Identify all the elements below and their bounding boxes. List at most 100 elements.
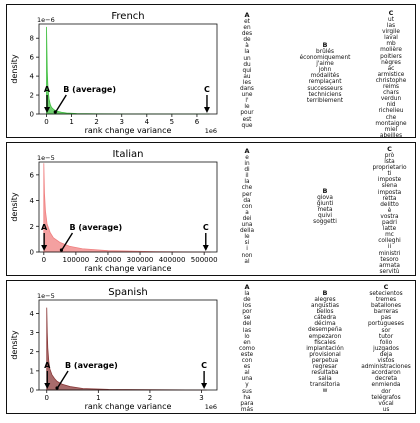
word-item: la — [244, 49, 250, 56]
x-axis-label: rank change variance — [85, 402, 172, 411]
word-item: vostra — [380, 213, 399, 220]
word-item: meta — [317, 207, 333, 214]
marker-b-label: B (average) — [69, 223, 122, 232]
word-item: quivi — [317, 213, 332, 220]
word-item: verdun — [380, 96, 402, 103]
y-tick-label: 1 — [30, 367, 34, 375]
panel-italian: Italian 1e−5 0 2 4 6 0 100000 200000 300000 400000… — [6, 142, 416, 276]
word-item: y — [245, 382, 249, 389]
word-item: como — [239, 345, 255, 352]
y-offset-label: 1e−5 — [37, 292, 55, 300]
word-item: chars — [383, 90, 399, 97]
word-item: per — [242, 191, 252, 198]
word-item: colleghi — [378, 238, 401, 245]
word-item: nègres — [381, 59, 401, 66]
word-item: delitto — [380, 201, 399, 208]
word-item: poitiers — [380, 53, 402, 60]
word-item: les — [242, 79, 252, 86]
word-item: j'aime — [316, 61, 334, 68]
word-item: las — [386, 23, 396, 30]
y-tick-label: 2 — [30, 348, 34, 356]
word-item: tutor — [378, 333, 394, 340]
x-tick-label: 3 — [199, 394, 203, 402]
word-item: ha — [243, 394, 251, 401]
chart-french: French 1e−6 0 2 4 6 8 0 1 2 3 4 5 6 1e6 rank change var… — [10, 11, 218, 135]
word-item: au — [243, 73, 251, 80]
plot-frame — [38, 23, 218, 115]
y-tick-label: 4 — [30, 310, 35, 318]
word-item: los — [242, 303, 252, 310]
word-item: juzgados — [373, 345, 399, 352]
marker-b-arrow — [57, 370, 69, 388]
word-item: techniciens — [308, 91, 342, 98]
word-item: john — [318, 67, 332, 74]
marker-b-arrowhead — [53, 110, 57, 114]
word-item: más — [240, 406, 254, 413]
word-column-header: C — [388, 9, 394, 17]
word-item: w — [322, 388, 328, 395]
chart-title: Spanish — [108, 287, 148, 298]
word-item: du — [243, 61, 251, 68]
x-tick-label: 2 — [148, 394, 152, 402]
y-tick-label: 3 — [30, 329, 34, 337]
word-item: setecientos — [369, 291, 403, 297]
word-item: christophe — [375, 77, 407, 84]
word-item: abeilles — [379, 132, 403, 139]
marker-b-arrowhead — [59, 248, 64, 252]
word-item: da — [243, 197, 251, 204]
marker-b-arrowhead — [55, 386, 59, 390]
word-item: mc — [385, 232, 394, 239]
word-item: deja — [379, 351, 393, 358]
word-item: angustias — [310, 303, 340, 310]
word-column-header: C — [383, 283, 389, 291]
word-item: batallones — [370, 303, 402, 310]
word-item: di — [244, 167, 250, 174]
word-item: una — [241, 376, 253, 383]
word-item: e — [245, 155, 249, 161]
word-item: laval — [384, 35, 398, 42]
word-item: imposta — [377, 189, 402, 196]
marker-c-label: C — [204, 85, 210, 94]
word-item: ti — [387, 171, 392, 178]
word-item: che — [385, 114, 397, 121]
word-item: transitoria — [310, 382, 340, 389]
word-item: alegres — [314, 297, 336, 303]
y-offset-label: 1e−6 — [37, 16, 55, 24]
word-item: es — [243, 364, 251, 371]
word-item: para — [240, 400, 254, 407]
word-item: giunti — [316, 201, 334, 208]
word-item: por — [242, 309, 252, 316]
word-item: de — [243, 297, 251, 304]
y-tick-label: 2 — [30, 92, 34, 100]
y-tick-label: 8 — [30, 35, 34, 43]
word-item: reims — [382, 84, 400, 91]
density-area — [46, 307, 207, 391]
word-item: montaigne — [375, 120, 407, 127]
y-tick-label: 6 — [30, 171, 35, 179]
word-item: una — [241, 222, 253, 229]
word-item: ii — [387, 244, 392, 251]
word-item: à — [245, 43, 249, 50]
x-tick-label: 0 — [44, 118, 48, 126]
word-item: latte — [382, 226, 397, 233]
word-item: armata — [379, 262, 400, 269]
marker-c-arrowhead — [201, 383, 208, 389]
x-tick-label: 4 — [145, 118, 150, 126]
x-offset-label: 1e6 — [205, 127, 217, 135]
word-item: fiscales — [314, 339, 336, 346]
word-item: retta — [382, 195, 397, 202]
word-column-header: B — [322, 41, 328, 49]
word-item: della — [239, 228, 255, 235]
word-item: i — [246, 246, 248, 253]
marker-b-arrow — [61, 232, 74, 250]
word-item: l' — [245, 98, 249, 105]
word-item: en — [243, 25, 251, 32]
word-item: implantación — [306, 345, 344, 352]
word-column-header: A — [244, 11, 250, 19]
marker-a-arrowhead — [44, 107, 51, 113]
marker-b-arrow — [55, 94, 67, 112]
